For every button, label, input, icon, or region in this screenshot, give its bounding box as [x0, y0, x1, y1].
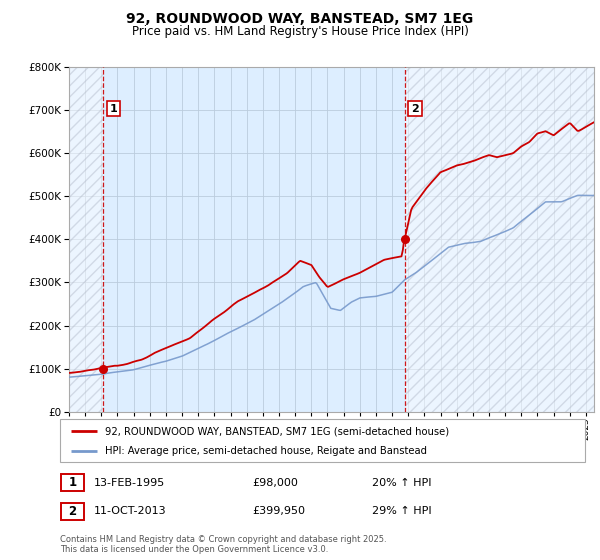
Text: 92, ROUNDWOOD WAY, BANSTEAD, SM7 1EG: 92, ROUNDWOOD WAY, BANSTEAD, SM7 1EG	[127, 12, 473, 26]
Text: 20% ↑ HPI: 20% ↑ HPI	[372, 478, 431, 488]
Text: Contains HM Land Registry data © Crown copyright and database right 2025.
This d: Contains HM Land Registry data © Crown c…	[60, 535, 386, 554]
Text: 1: 1	[68, 476, 77, 489]
Text: Price paid vs. HM Land Registry's House Price Index (HPI): Price paid vs. HM Land Registry's House …	[131, 25, 469, 38]
Text: 1: 1	[109, 104, 117, 114]
Text: 29% ↑ HPI: 29% ↑ HPI	[372, 506, 431, 516]
FancyBboxPatch shape	[61, 503, 84, 520]
Text: £98,000: £98,000	[252, 478, 298, 488]
FancyBboxPatch shape	[60, 419, 585, 462]
Text: 13-FEB-1995: 13-FEB-1995	[94, 478, 166, 488]
Text: £399,950: £399,950	[252, 506, 305, 516]
Text: 2: 2	[411, 104, 419, 114]
Bar	[69, 67, 103, 412]
FancyBboxPatch shape	[61, 474, 84, 491]
Text: 2: 2	[68, 505, 77, 518]
Bar	[404, 67, 594, 412]
Text: HPI: Average price, semi-detached house, Reigate and Banstead: HPI: Average price, semi-detached house,…	[104, 446, 427, 456]
Text: 11-OCT-2013: 11-OCT-2013	[94, 506, 167, 516]
Text: 92, ROUNDWOOD WAY, BANSTEAD, SM7 1EG (semi-detached house): 92, ROUNDWOOD WAY, BANSTEAD, SM7 1EG (se…	[104, 426, 449, 436]
